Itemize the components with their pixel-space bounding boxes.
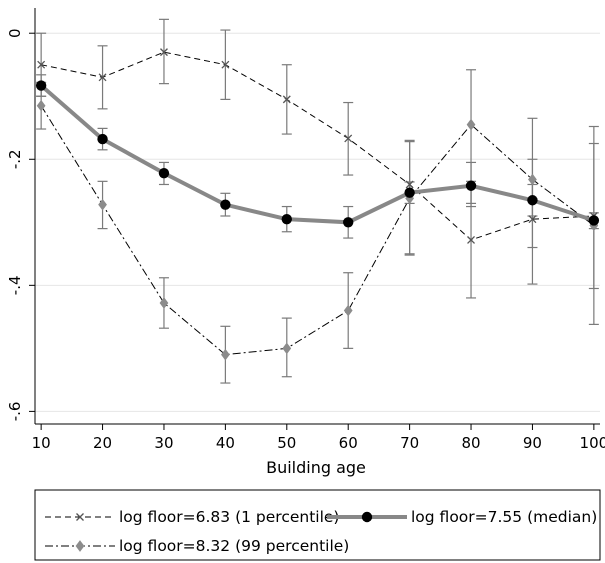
x-tick-label: 70 [400,434,419,452]
y-tick-label: 0 [6,28,24,38]
legend-entry-2: log floor=8.32 (99 percentile) [45,537,349,555]
x-axis-title: Building age [266,458,366,477]
x-tick-label: 50 [277,434,296,452]
x-tick-label: 90 [523,434,542,452]
x-ticks: 10 20 30 40 50 60 70 80 90 100 [32,424,605,452]
data-point [528,173,537,186]
y-tick-label: -.2 [6,149,24,169]
x-tick-label: 40 [216,434,235,452]
data-point [467,235,475,244]
data-point [405,180,414,189]
data-point [221,348,230,361]
data-point [528,215,537,224]
data-point [282,95,291,104]
x-tick-label: 30 [154,434,173,452]
y-tick-label: -.6 [6,402,24,422]
data-point [35,80,47,91]
ci-bars-series-1 [36,74,599,239]
data-point [281,213,292,225]
x-tick-label: 100 [580,434,605,452]
data-point [36,99,46,112]
series-line-0 [41,51,594,241]
data-point [527,195,538,206]
data-point [465,180,477,191]
legend-entry-0: log floor=6.83 (1 percentile) [45,508,339,526]
legend-entry-1: log floor=7.55 (median) [327,508,597,526]
data-point [282,342,292,355]
y-ticks: 0 -.2 -.4 -.6 [6,28,35,421]
data-point [37,60,46,69]
data-point [220,199,231,210]
x-tick-label: 80 [461,434,480,452]
legend-label: log floor=7.55 (median) [411,508,597,526]
data-point [343,304,353,317]
series-layer [35,18,600,384]
x-tick-label: 60 [339,434,358,452]
legend: log floor=6.83 (1 percentile) log floor=7… [45,508,597,555]
ci-bars-series-2 [36,69,599,384]
data-point [159,297,169,309]
series-line-1 [39,84,595,225]
legend-box [34,489,601,561]
legend-marker [75,540,85,552]
ci-bars-series-0 [36,18,599,299]
legend-marker [361,511,373,523]
data-point [221,60,230,69]
legend-marker [76,513,84,521]
data-point [158,167,170,179]
x-tick-label: 10 [32,434,51,452]
data-point [98,73,107,82]
legend-label: log floor=6.83 (1 percentile) [119,508,339,526]
data-point [588,215,600,226]
y-tick-label: -.4 [6,275,24,295]
series-line-2 [40,105,595,356]
data-point [344,134,353,143]
data-point [343,217,354,228]
data-point [404,187,415,198]
x-tick-label: 20 [93,434,112,452]
data-point [160,48,168,57]
grid-layer [35,32,600,412]
legend-label: log floor=8.32 (99 percentile) [119,537,349,555]
data-point [98,198,107,211]
data-point [466,118,476,131]
data-point [97,133,108,145]
